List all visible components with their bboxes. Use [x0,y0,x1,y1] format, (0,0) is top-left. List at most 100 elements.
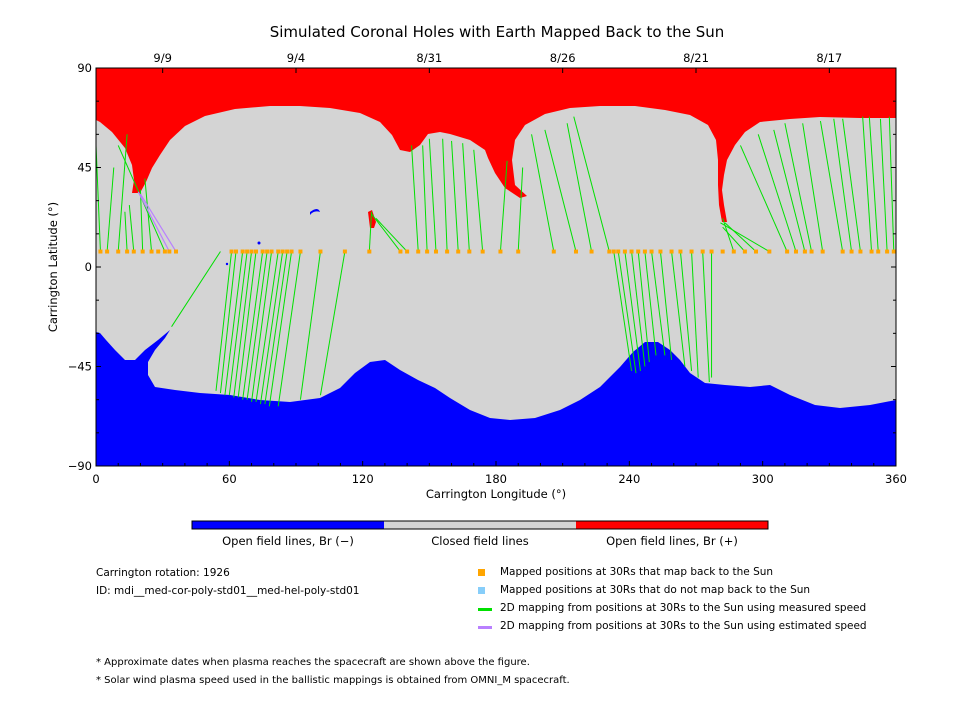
measured-mapping-line [451,140,459,252]
y-tick-label: 0 [85,260,92,274]
mapped-position-point [516,249,521,254]
mapped-position-point [269,249,274,254]
measured-mapping-line [319,251,346,396]
mapped-position-point [794,249,798,254]
measured-mapping-line [644,251,657,356]
carrington-rotation: Carrington rotation: 1926 [96,567,230,579]
mapped-position-point [131,249,136,254]
estimated-mapping-line [139,193,177,252]
mapped-position-point [629,249,634,254]
mapped-position-point [689,249,694,254]
measured-mapping-line [264,251,288,405]
y-tick-label: 90 [77,61,92,75]
measured-mapping-line [144,178,153,252]
chart-title: Simulated Coronal Holes with Earth Mappe… [270,23,725,41]
mapped-position-point [405,249,410,254]
mapped-position-point [367,249,372,254]
measured-mapping-line [375,218,408,252]
measured-mapping-line [842,118,861,252]
measured-mapping-line [95,145,101,252]
mapped-position-point [445,249,450,254]
mapped-position-point [802,249,807,254]
measured-mapping-line [868,116,879,252]
mapped-position-point [260,249,265,254]
measured-mapping-line [757,134,797,252]
measured-mapping-line [246,251,268,400]
measured-mapping-line [128,205,135,252]
measured-mapping-line [679,251,693,371]
mapped-position-point [245,249,250,254]
measured-mapping-line [833,118,853,252]
measured-mapping-line [237,251,257,398]
measured-mapping-line [544,129,577,252]
mapped-positions [98,249,896,254]
mapped-position-point [498,249,503,254]
top-tick-label: 8/21 [683,51,709,65]
measured-mapping-line [124,211,128,252]
positive-coronal-hole-patch [368,210,376,228]
x-tick-label: 300 [752,472,774,486]
mapped-position-point [720,249,725,254]
mapped-position-point [318,249,323,254]
mapped-position-point [174,249,178,254]
mapped-position-point [622,249,627,254]
mapped-position-point [298,249,303,254]
positive-coronal-hole [96,68,896,222]
mapped-position-point [754,249,758,254]
x-tick-label: 0 [92,472,99,486]
mapped-position-point [249,249,254,254]
mapped-position-point [611,249,616,254]
measured-mapping-line [637,251,650,363]
model-id: ID: mdi__med-cor-poly-std01__med-hel-pol… [96,585,360,597]
mapped-position-point [678,249,683,254]
mapped-position-point [700,249,705,254]
estimated-mapping-lines [137,191,177,252]
legend-label: 2D mapping from positions at 30Rs to the… [500,602,867,614]
mapped-position-point [658,249,663,254]
colorbar-negative [192,521,384,529]
measured-mapping-line [371,213,401,252]
mapped-position-point [229,249,234,254]
mapped-position-point [636,249,641,254]
measured-mapping-line [624,251,641,371]
mapped-position-point [742,249,747,254]
mapped-position-point [162,249,167,254]
measured-mapping-line [819,120,844,252]
measured-mapping-line [219,251,237,394]
measured-mapping-line [720,222,770,252]
x-tick-label: 360 [885,472,907,486]
measured-mapping-line [224,251,244,396]
measured-mapping-line [888,116,895,252]
colorbar-frame [191,520,769,530]
mapped-position-point [809,249,814,254]
top-date-axis: 9/9 9/4 8/31 8/26 8/21 8/17 [153,51,842,73]
mapped-position-point [240,249,245,254]
mapped-position-point [607,249,612,254]
mapped-position-point [876,249,881,254]
measured-mapping-line [259,251,284,405]
top-tick-label: 9/4 [287,51,306,65]
mapped-position-point [254,249,258,254]
measured-mapping-line [573,116,610,252]
mapped-position-point [616,249,621,254]
mapped-position-point [149,249,154,254]
measured-mapping-line [631,251,646,367]
measured-mapping-line [268,251,293,407]
y-tick-label: −90 [68,459,92,473]
top-tick-label: 8/26 [550,51,576,65]
colorbar-label-negative: Open field lines, Br (−) [222,534,354,548]
measured-mapping-line [691,251,699,378]
measured-mapping-line [659,251,673,360]
measured-mapping-line [106,167,115,252]
colorbar-positive [576,521,768,529]
measured-mapping-line [233,251,253,398]
orange-square-marker-icon [478,569,485,576]
measured-mapping-lines [95,116,895,407]
negative-coronal-hole-speck [257,241,261,245]
mapped-position-point [167,249,172,254]
top-tick-label: 9/9 [153,51,172,65]
mapped-position-point [480,249,485,254]
mapped-position-point [434,249,438,254]
measured-mapping-line [171,251,221,327]
